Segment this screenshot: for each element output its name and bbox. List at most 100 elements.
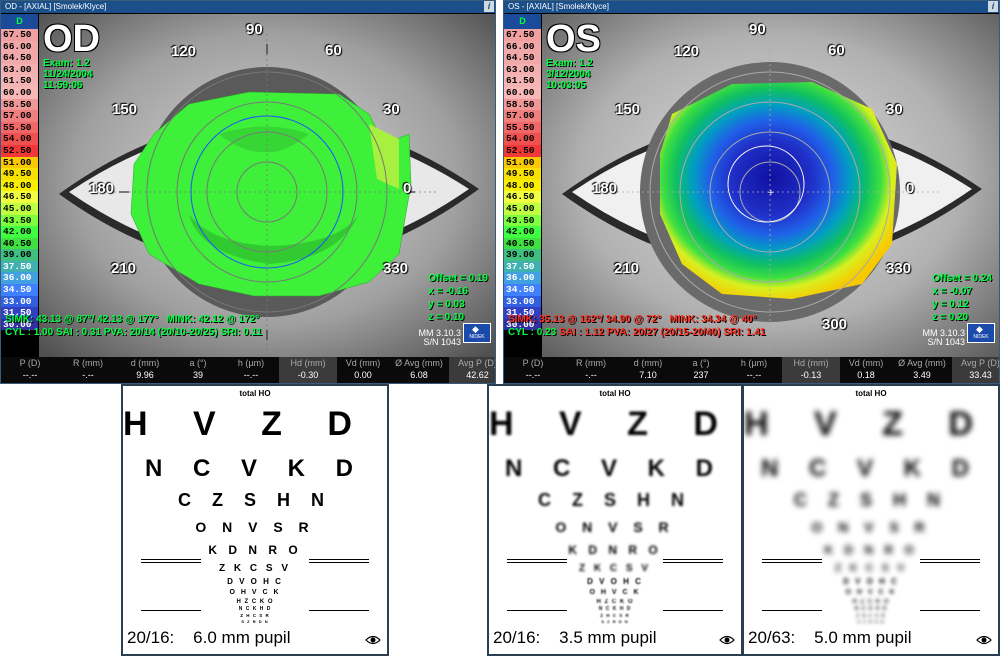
eye-icon bbox=[719, 635, 735, 645]
chart-title: total HO bbox=[599, 389, 631, 398]
scale-value: 64.50 bbox=[1, 52, 38, 64]
info-icon[interactable]: i bbox=[988, 1, 998, 12]
acuity-chart-2: total HO H V Z D S N C V K D C Z S H N O N V… bbox=[487, 384, 743, 656]
os-offset-block: Offset = 0.24 x = -0.07 y = 0.12 z = 0.2… bbox=[932, 272, 992, 324]
os-exam: Exam: 1.2 bbox=[546, 58, 593, 69]
measurement-cell: d (mm) 7.10 bbox=[620, 357, 676, 383]
measurement-header: P (D) bbox=[522, 358, 544, 368]
chart-letter-row: S Z R D N bbox=[857, 619, 885, 624]
chart-rule bbox=[507, 559, 567, 560]
chart-letter-row: N C K H D bbox=[598, 606, 632, 612]
measurement-cell: d (mm) 9.96 bbox=[117, 357, 173, 383]
scale-value: 33.00 bbox=[504, 295, 541, 308]
scale-value: 66.00 bbox=[504, 40, 541, 53]
scale-value: 63.00 bbox=[504, 63, 541, 76]
chart-rule bbox=[507, 610, 567, 611]
os-deg-330: 330 bbox=[886, 260, 912, 277]
measurement-header: Hd (mm) bbox=[290, 358, 326, 368]
scale-value: 31.50 bbox=[504, 307, 541, 319]
measurement-value: 6.08 bbox=[410, 370, 428, 380]
scale-value: 51.00 bbox=[504, 156, 541, 169]
os-mink: MINK: 34.34 @ 40° bbox=[669, 314, 757, 325]
od-x: x = -0.16 bbox=[428, 286, 468, 297]
os-deg-300: 300 bbox=[822, 316, 848, 333]
os-version: MM 3.10.3 S/N 1043 bbox=[922, 329, 965, 347]
scale-unit: D bbox=[504, 14, 541, 29]
od-mink: MINK: 42.12 @ 172° bbox=[166, 314, 260, 325]
od-deg-60: 60 bbox=[325, 42, 342, 59]
od-offset: Offset = 0.19 bbox=[428, 273, 488, 284]
measurement-cell: h (µm) --.-- bbox=[223, 357, 279, 383]
od-map-graphic bbox=[39, 14, 495, 359]
chart-letter-row: H V Z D S bbox=[489, 405, 741, 443]
chart-letter-row: N C V K D bbox=[760, 455, 981, 482]
measurement-header: d (mm) bbox=[633, 358, 663, 368]
info-icon[interactable]: i bbox=[484, 1, 494, 12]
chart-letter-row: H Z C K O bbox=[852, 599, 890, 605]
scale-value: 34.50 bbox=[1, 284, 38, 296]
pupil-caption: 20/16: 6.0 mm pupil bbox=[127, 628, 291, 648]
chart-rule bbox=[141, 610, 201, 611]
os-measurement-bar: P (D) --.-- R (mm) -.-- d (mm) 7.10 a (°) 237 h … bbox=[504, 357, 999, 383]
acuity-chart-3: total HO H V Z D S N C V K D C Z S H N O N V… bbox=[742, 384, 1000, 656]
measurement-cell: Avg P (D) 42.62 bbox=[449, 357, 495, 383]
scale-value: 54.00 bbox=[1, 133, 38, 145]
measurement-value: -.-- bbox=[585, 370, 597, 380]
od-simk: SIMK: 43.13 @ 87°/ 42.13 @ 177° bbox=[5, 314, 159, 325]
scale-value: 57.00 bbox=[504, 110, 541, 122]
os-deg-180: 180 bbox=[592, 180, 618, 197]
scale-value: 52.50 bbox=[1, 144, 38, 157]
chart-letter-row: H V Z D S bbox=[744, 405, 998, 443]
scale-value: 33.00 bbox=[1, 295, 38, 308]
od-sai: SAI : 0.31 bbox=[55, 327, 101, 338]
od-time: 11:59:06 bbox=[43, 80, 83, 91]
od-deg-180: 180 bbox=[89, 180, 115, 197]
chart-rule bbox=[920, 610, 980, 611]
chart-letter-row: D V O H C bbox=[227, 577, 283, 586]
measurement-value: -0.13 bbox=[800, 370, 822, 380]
measurement-header: R (mm) bbox=[576, 358, 606, 368]
scale-value: 64.50 bbox=[504, 52, 541, 64]
od-y: y = 0.03 bbox=[428, 299, 465, 310]
measurement-header: Ø Avg (mm) bbox=[898, 358, 946, 368]
scale-value: 60.00 bbox=[504, 86, 541, 99]
os-deg-210: 210 bbox=[614, 260, 640, 277]
scale-value: 34.50 bbox=[504, 284, 541, 296]
scale-cells: 67.50 66.00 64.50 63.00 61.50 60.00 58.50 57.00… bbox=[504, 29, 541, 331]
scale-value: 39.00 bbox=[504, 249, 541, 261]
od-deg-330: 330 bbox=[383, 260, 409, 277]
scale-value: 48.00 bbox=[504, 179, 541, 192]
chart-letter-row: D V O H C bbox=[587, 577, 643, 586]
scale-value: 36.00 bbox=[1, 272, 38, 285]
measurement-header: Hd (mm) bbox=[793, 358, 829, 368]
scale-value: 46.50 bbox=[1, 191, 38, 203]
od-color-scale: D 67.50 66.00 64.50 63.00 61.50 60.00 58.50 57.… bbox=[1, 14, 38, 359]
chart-rule bbox=[663, 559, 723, 560]
chart-rule bbox=[507, 562, 567, 563]
scale-value: 49.50 bbox=[504, 168, 541, 180]
chart-letter-row: H Z C K O bbox=[236, 599, 274, 605]
caption-gap bbox=[174, 628, 193, 647]
od-deg-120: 120 bbox=[171, 43, 197, 60]
od-deg-30: 30 bbox=[383, 101, 400, 118]
os-deg-150: 150 bbox=[615, 101, 641, 118]
chart-letter-row: O H V C K bbox=[229, 589, 281, 596]
measurement-cell: a (°) 237 bbox=[676, 357, 726, 383]
measurement-cell: Ø Avg (mm) 6.08 bbox=[389, 357, 449, 383]
scale-value: 30.00 bbox=[504, 318, 541, 331]
scale-unit: D bbox=[1, 14, 38, 29]
od-exam: Exam: 1.2 bbox=[43, 58, 90, 69]
measurement-value: 33.43 bbox=[969, 370, 992, 380]
measurement-value: --.-- bbox=[22, 370, 38, 380]
chart-rule bbox=[309, 559, 369, 560]
measurement-value: -.-- bbox=[82, 370, 94, 380]
measurement-cell: h (µm) --.-- bbox=[726, 357, 782, 383]
measurement-header: d (mm) bbox=[130, 358, 160, 368]
eye-icon bbox=[365, 635, 381, 645]
pupil-size: 6.0 mm pupil bbox=[193, 628, 291, 647]
os-map-graphic: + + bbox=[542, 14, 999, 359]
measurement-cell: R (mm) -.-- bbox=[59, 357, 117, 383]
measurement-value: --.-- bbox=[525, 370, 541, 380]
measurement-cell: Avg P (D) 33.43 bbox=[952, 357, 999, 383]
chart-rule bbox=[920, 559, 980, 560]
